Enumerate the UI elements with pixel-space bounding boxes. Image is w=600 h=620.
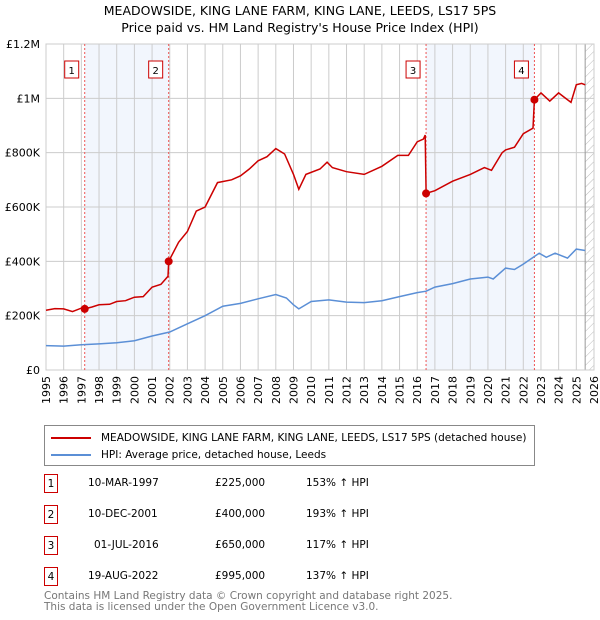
sale-price: £650,000 — [215, 539, 266, 551]
x-tick-label: 2022 — [517, 376, 530, 404]
marker-badge: 4 — [44, 567, 58, 586]
sale-label-border — [513, 60, 529, 79]
x-tick-label: 2008 — [270, 376, 283, 404]
legend-item-hpi: HPI: Average price, detached house, Leed… — [51, 447, 326, 463]
marker-badge: 3 — [44, 536, 58, 555]
x-tick-label: 2018 — [447, 376, 460, 404]
x-tick-label: 2019 — [464, 376, 477, 404]
sale-price: £400,000 — [215, 508, 266, 520]
x-tick-label: 2016 — [411, 376, 424, 404]
table-row: 1 10-MAR-1997 £225,000 153% ↑ HPI — [44, 474, 444, 494]
x-tick-label: 2010 — [305, 376, 318, 404]
sale-price: £995,000 — [215, 570, 266, 582]
hpi-change: 137% ↑ HPI — [306, 570, 369, 582]
legend-label: MEADOWSIDE, KING LANE FARM, KING LANE, L… — [101, 432, 527, 444]
x-tick-label: 1999 — [111, 376, 124, 404]
table-row: 4 19-AUG-2022 £995,000 137% ↑ HPI — [44, 567, 444, 587]
x-tick-label: 2023 — [535, 376, 548, 404]
legend-swatch-blue — [51, 454, 91, 456]
sale-point — [530, 95, 539, 104]
x-tick-label: 1995 — [40, 376, 53, 404]
legend-swatch-red — [51, 437, 91, 439]
sale-price: £225,000 — [215, 477, 266, 489]
chart-title: MEADOWSIDE, KING LANE FARM, KING LANE, L… — [103, 3, 497, 18]
sale-label-box: 4 — [513, 60, 529, 79]
x-tick-label: 2014 — [376, 376, 389, 404]
y-tick-label: £200K — [5, 310, 41, 323]
hpi-change: 193% ↑ HPI — [306, 508, 369, 520]
x-tick-label: 2002 — [164, 376, 177, 404]
sale-label-box: 2 — [148, 60, 164, 79]
x-tick-label: 2011 — [323, 376, 336, 404]
x-tick-label: 2005 — [217, 376, 230, 404]
y-tick-label: £600K — [5, 201, 41, 214]
legend: MEADOWSIDE, KING LANE FARM, KING LANE, L… — [44, 425, 535, 466]
y-tick-label: £1M — [17, 92, 41, 105]
sale-date: 01-JUL-2016 — [94, 539, 159, 551]
sale-label-box: 3 — [405, 60, 421, 79]
legend-item-property: MEADOWSIDE, KING LANE FARM, KING LANE, L… — [51, 430, 526, 446]
hpi-change: 117% ↑ HPI — [306, 539, 369, 551]
x-tick-label: 2012 — [341, 376, 354, 404]
table-row: 2 10-DEC-2001 £400,000 193% ↑ HPI — [44, 505, 444, 525]
x-tick-label: 1998 — [93, 376, 106, 404]
sale-label-border — [64, 60, 80, 79]
sale-label-border — [148, 60, 164, 79]
y-tick-label: £400K — [5, 255, 41, 268]
property-price-line — [45, 82, 586, 313]
x-tick-label: 2015 — [394, 376, 407, 404]
footer-copyright: Contains HM Land Registry data © Crown c… — [44, 590, 453, 602]
x-tick-label: 2020 — [482, 376, 495, 404]
x-tick-label: 1997 — [75, 376, 88, 404]
y-tick-label: £1.2M — [6, 38, 40, 51]
y-tick-label: £800K — [5, 147, 41, 160]
sale-date: 10-DEC-2001 — [88, 508, 158, 520]
sale-point — [164, 257, 173, 266]
legend-label: HPI: Average price, detached house, Leed… — [101, 449, 327, 461]
sale-date: 10-MAR-1997 — [88, 477, 159, 489]
x-tick-label: 2025 — [570, 376, 583, 404]
sale-label-number: 4 — [518, 66, 524, 77]
sale-point — [422, 189, 431, 198]
hpi-change: 153% ↑ HPI — [306, 477, 369, 489]
sale-label-border — [405, 60, 421, 79]
hpi-line — [45, 248, 586, 347]
sale-label-box: 1 — [64, 60, 80, 79]
x-tick-label: 2003 — [181, 376, 194, 404]
x-tick-label: 2013 — [358, 376, 371, 404]
plot-border — [45, 43, 595, 371]
price-chart: 1995 1996 1997 1998 1999 2000 2001 2002 2003 2004… — [5, 38, 600, 404]
x-tick-label: 2004 — [199, 376, 212, 404]
x-tick-label: 2026 — [588, 376, 600, 404]
x-tick-label: 2000 — [128, 376, 141, 404]
footer-licence: This data is licensed under the Open Gov… — [44, 601, 379, 613]
table-row: 3 01-JUL-2016 £650,000 117% ↑ HPI — [44, 536, 444, 556]
x-tick-label: 2001 — [146, 376, 159, 404]
sale-label-number: 1 — [69, 66, 75, 77]
x-tick-label: 2007 — [252, 376, 265, 404]
marker-badge: 2 — [44, 505, 58, 524]
sale-date: 19-AUG-2022 — [88, 570, 159, 582]
sale-label-number: 3 — [410, 66, 416, 77]
chart-subtitle: Price paid vs. HM Land Registry's House … — [121, 20, 479, 35]
x-tick-label: 2017 — [429, 376, 442, 404]
x-tick-label: 2006 — [234, 376, 247, 404]
x-tick-label: 2021 — [500, 376, 513, 404]
marker-badge: 1 — [44, 474, 58, 493]
sale-point — [80, 304, 89, 313]
sale-label-number: 2 — [152, 66, 158, 77]
x-tick-label: 2024 — [553, 376, 566, 404]
x-tick-label: 1996 — [58, 376, 71, 404]
x-tick-label: 2009 — [287, 376, 300, 404]
y-tick-label: £0 — [26, 364, 40, 377]
